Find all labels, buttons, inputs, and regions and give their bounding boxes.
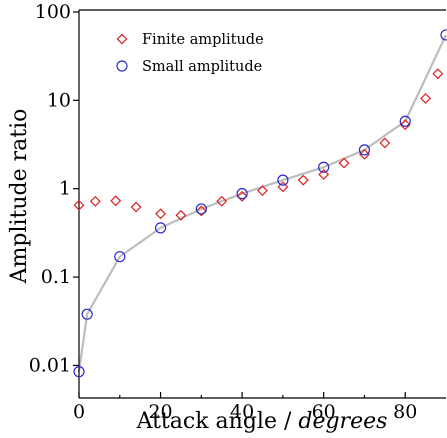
axes: 0 20 40 60 80 0.01 0.1 1 10 100 xyxy=(29,1,446,423)
y-tick-label: 0.1 xyxy=(41,266,71,288)
y-tick-label: 0.01 xyxy=(29,354,71,376)
y-tick-label: 10 xyxy=(47,89,71,111)
fitted-curve-layer xyxy=(77,34,447,372)
finite-amplitude-point xyxy=(155,208,167,220)
small-amplitude-point xyxy=(114,251,126,263)
legend-finite-label: Finite amplitude xyxy=(142,32,264,48)
finite-amplitude-point xyxy=(89,195,101,207)
finite-amplitude-point xyxy=(236,190,248,202)
finite-amplitude-point xyxy=(277,181,289,193)
small-amplitude-point xyxy=(440,29,447,41)
legend-small-label: Small amplitude xyxy=(142,59,262,75)
y-tick-label: 1 xyxy=(59,178,71,200)
small-amplitude-point xyxy=(277,174,289,186)
finite-amplitude-point xyxy=(130,201,142,213)
legend: Finite amplitude Small amplitude xyxy=(116,32,264,75)
finite-amplitude-point xyxy=(358,148,370,160)
finite-amplitude-point xyxy=(379,137,391,149)
finite-amplitude-point xyxy=(216,195,228,207)
data-points xyxy=(73,29,447,378)
finite-amplitude-point xyxy=(175,209,187,221)
x-axis-title: Attack angle / degrees xyxy=(136,409,388,434)
finite-amplitude-point xyxy=(297,174,309,186)
small-amplitude-point xyxy=(358,144,371,156)
small-amplitude-point xyxy=(195,203,207,215)
finite-amplitude-point xyxy=(73,199,85,211)
legend-small-marker xyxy=(116,60,128,72)
finite-amplitude-point xyxy=(420,93,432,104)
trend-curve xyxy=(77,34,447,372)
finite-amplitude-point xyxy=(195,205,207,217)
x-tick-label: 20 xyxy=(148,401,172,423)
y-axis-title: Amplitude ratio xyxy=(7,109,32,285)
small-amplitude-point xyxy=(81,308,93,320)
small-amplitude-point xyxy=(318,161,330,173)
x-tick-label: 40 xyxy=(230,401,254,423)
finite-amplitude-point xyxy=(432,68,444,80)
small-amplitude-point xyxy=(399,115,411,127)
x-tick-label: 80 xyxy=(393,401,417,423)
legend-finite-marker xyxy=(116,33,128,45)
finite-amplitude-point xyxy=(110,195,122,207)
small-amplitude-point xyxy=(154,222,167,234)
x-tick-label: 0 xyxy=(73,401,85,423)
small-amplitude-point xyxy=(236,188,248,200)
x-tick-label: 60 xyxy=(312,401,336,423)
finite-amplitude-point xyxy=(257,185,268,197)
small-amplitude-point xyxy=(73,366,85,378)
finite-amplitude-point xyxy=(318,168,330,180)
finite-amplitude-point xyxy=(399,119,411,131)
finite-amplitude-point xyxy=(338,157,350,169)
y-tick-label: 100 xyxy=(35,1,71,23)
